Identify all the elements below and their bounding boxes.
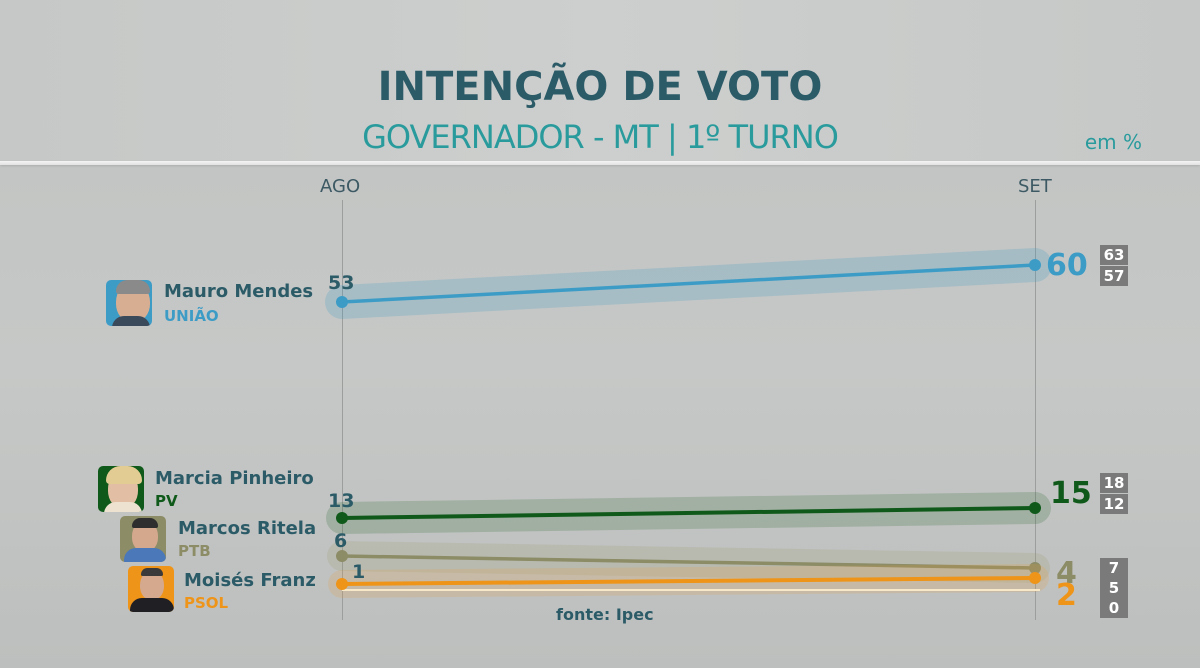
period-label-ago: AGO <box>320 176 361 197</box>
point-mauro-ago <box>336 296 348 308</box>
candidate-party: UNIÃO <box>164 307 219 325</box>
candidate-name: Marcos Ritela <box>178 518 317 539</box>
value-set: 4 <box>1056 556 1077 591</box>
line-mauro <box>341 263 1036 304</box>
value-ago: 1 <box>352 561 366 583</box>
chart-subtitle: GOVERNADOR - MT | 1º TURNO <box>362 118 839 156</box>
value-ago: 53 <box>328 272 355 294</box>
candidate-name: Mauro Mendes <box>164 281 314 302</box>
avatar-marcos-ritela <box>120 516 166 562</box>
avatar-mauro-mendes <box>106 280 152 326</box>
value-set: 2 <box>1056 578 1077 613</box>
point-marcia-set <box>1029 502 1041 514</box>
margin-low: 0 <box>1100 598 1128 618</box>
value-ago: 13 <box>328 490 355 512</box>
header-background <box>0 0 1200 162</box>
point-marcos-set <box>1029 562 1041 574</box>
point-mauro-set <box>1029 259 1041 271</box>
candidate-party: PSOL <box>184 594 229 612</box>
value-ago: 6 <box>334 530 348 552</box>
unit-label: em % <box>1084 130 1142 154</box>
gridline-ago <box>342 200 343 620</box>
line-moises <box>341 576 1036 586</box>
value-set: 15 <box>1050 476 1092 511</box>
avatar-marcia-pinheiro <box>98 466 144 512</box>
candidate-party: PV <box>155 492 178 510</box>
gridline-set <box>1035 200 1036 620</box>
margin-low: 57 <box>1100 266 1128 286</box>
avatar-moises-franz <box>128 566 174 612</box>
point-marcia-ago <box>336 512 348 524</box>
chart-background <box>0 165 1200 668</box>
margin-high: 7 <box>1100 558 1128 578</box>
point-moises-ago <box>336 578 348 590</box>
margin-high: 18 <box>1100 473 1128 493</box>
period-label-set: SET <box>1018 176 1052 197</box>
candidate-name: Moisés Franz <box>184 570 316 591</box>
value-set: 60 <box>1046 248 1088 283</box>
line-marcia <box>341 506 1036 520</box>
margin-high: 5 <box>1100 578 1128 598</box>
candidate-name: Marcia Pinheiro <box>155 468 314 489</box>
margin-low: 12 <box>1100 494 1128 514</box>
point-moises-set <box>1029 572 1041 584</box>
header-divider <box>0 161 1200 165</box>
source-label: fonte: Ipec <box>556 605 654 624</box>
chart-title: INTENÇÃO DE VOTO <box>377 64 823 110</box>
line-marcos <box>341 554 1036 570</box>
margin-high: 63 <box>1100 245 1128 265</box>
point-marcos-ago <box>336 550 348 562</box>
candidate-party: PTB <box>178 542 211 560</box>
